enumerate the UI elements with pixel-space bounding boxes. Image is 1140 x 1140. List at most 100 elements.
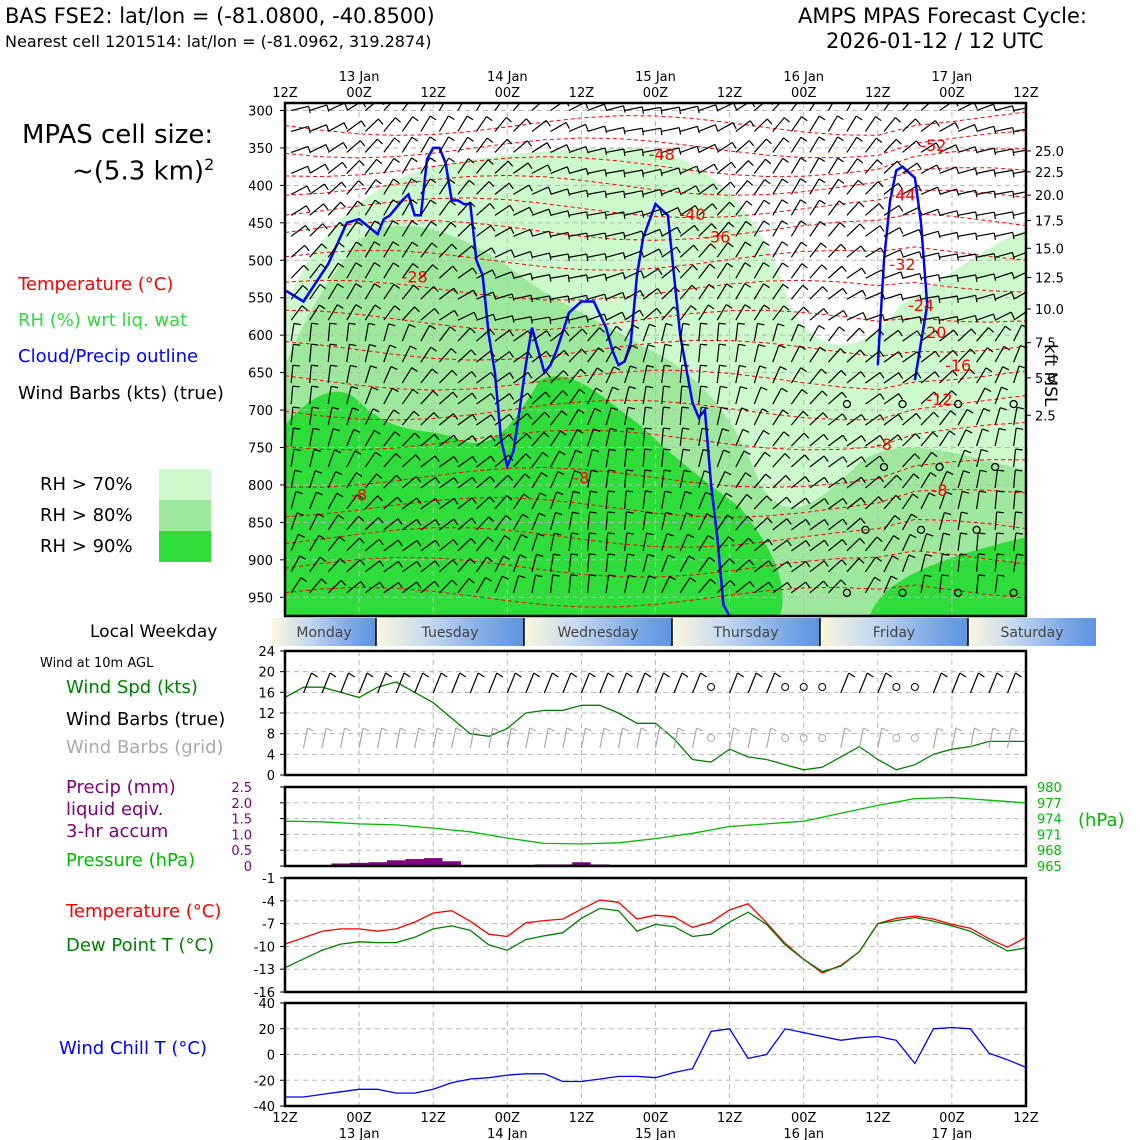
wind-barb [753, 451, 766, 468]
wind-barb [549, 574, 554, 593]
wind-barb-flag [824, 498, 829, 505]
wind-barb [586, 532, 590, 551]
date-label: 17 Jan [932, 1127, 973, 1140]
wind-barb-flag [896, 474, 902, 481]
wind-barb [420, 264, 434, 279]
wind-barb-flag [879, 414, 885, 421]
wind-barb-flag [683, 469, 691, 473]
wind-barb [661, 407, 664, 426]
wind-barb [846, 267, 863, 279]
wind-barb-flag [767, 538, 773, 546]
wind-barb-flag [702, 448, 710, 452]
wind-barb [827, 559, 843, 573]
precip-frame [283, 785, 1028, 868]
wind-barb-flag [1029, 290, 1032, 296]
wind-barb-flag [898, 351, 904, 358]
wind-barb-flag [453, 498, 459, 505]
wind-barb-flag [339, 558, 346, 564]
wind-barb-flag [933, 391, 940, 398]
wind-barb [661, 576, 671, 594]
wind-barb-flag [392, 199, 400, 205]
wind-barb-flag [823, 580, 829, 588]
wind-barb-flag [724, 471, 732, 476]
wind-barb-flag [842, 456, 848, 463]
wind-barb-flag [355, 262, 363, 267]
wind-barb [661, 147, 680, 154]
wind-barb [605, 470, 609, 489]
wind-barb-flag [899, 249, 904, 257]
wind-barb-flag [879, 393, 885, 400]
wind-barb-flag [837, 136, 844, 142]
wind-barb [475, 181, 490, 195]
wind-barb [531, 452, 544, 468]
wind-barb [383, 241, 394, 258]
wind-barb [883, 351, 899, 363]
wind-barb-flag [549, 274, 552, 282]
wind-barb-flag [430, 346, 437, 352]
wind-barb [951, 672, 961, 694]
wind-barb [290, 555, 301, 573]
wind-barb-flag [623, 170, 626, 178]
wind-barb [661, 286, 676, 300]
grid-wind-barb-flag [381, 727, 388, 732]
wind-barb-flag [307, 126, 311, 134]
wind-barb [976, 169, 995, 174]
wind-barb-flag [586, 295, 589, 303]
wind-barb-flag [530, 273, 534, 281]
wind-barb-flag [842, 287, 848, 295]
wind-barb-flag [878, 476, 885, 483]
grid-wind-barb-flag [566, 727, 574, 732]
wind-barb [679, 244, 694, 258]
grid-wind-barb [321, 727, 327, 749]
wind-barb-flag [996, 511, 1004, 514]
wind-barb-flag [434, 539, 440, 547]
wind-barb [513, 294, 532, 300]
wind-barb [364, 179, 377, 195]
wind-barb-flag [371, 386, 379, 391]
wind-barb [494, 495, 508, 510]
pressure-tick-label: 850 [248, 516, 273, 531]
wind-barb-flag [641, 149, 644, 157]
wind-barb-flag [896, 160, 903, 167]
wind-barb-flag [341, 161, 348, 169]
wind-barb-flag [783, 431, 790, 437]
wind-barb-flag [956, 295, 959, 304]
wind-barb [550, 210, 569, 216]
wind-barb [401, 241, 413, 258]
wind-barb [420, 476, 436, 489]
wind-barb-flag [782, 262, 789, 268]
wind-barb-flag [490, 435, 496, 442]
wind-barb [809, 560, 825, 573]
wind-barb-flag [660, 107, 663, 115]
wind-barb-flag [641, 128, 644, 136]
wind-barb-flag [311, 343, 319, 346]
wind-barb-flag [685, 512, 693, 516]
wind-barb-flag [1015, 469, 1023, 472]
wind-barb-flag [818, 136, 826, 142]
wind-barb-flag [911, 513, 918, 519]
wind-barb-flag [848, 672, 856, 678]
wind-barb-flag [603, 103, 608, 111]
wind-barb-flag [486, 95, 492, 99]
wind-barb-flag [639, 309, 644, 317]
wind-barb-flag [607, 490, 615, 493]
wind-barb-flag [659, 229, 663, 237]
wind-barb [902, 184, 919, 195]
wind-barb-flag [997, 553, 1005, 556]
wind-barb-flag [574, 470, 582, 474]
wind-barb-flag [934, 120, 940, 127]
wind-barb-flag [818, 115, 826, 121]
wind-barb [494, 535, 506, 552]
wind-barb-flag [434, 455, 440, 462]
wind-barb-flag [358, 515, 365, 522]
wind-barb [939, 122, 956, 132]
wind-barb [550, 390, 564, 405]
wind-barb-flag [644, 427, 652, 430]
time-tick-label: 12Z [717, 86, 743, 101]
wind-barb-flag [956, 232, 960, 240]
wind-barb-flag [663, 385, 671, 388]
wind-barb-flag [376, 158, 383, 165]
wind-barb [901, 554, 910, 573]
wind-barb-flag [839, 348, 846, 354]
time-tick-label: 12Z [717, 1111, 743, 1126]
